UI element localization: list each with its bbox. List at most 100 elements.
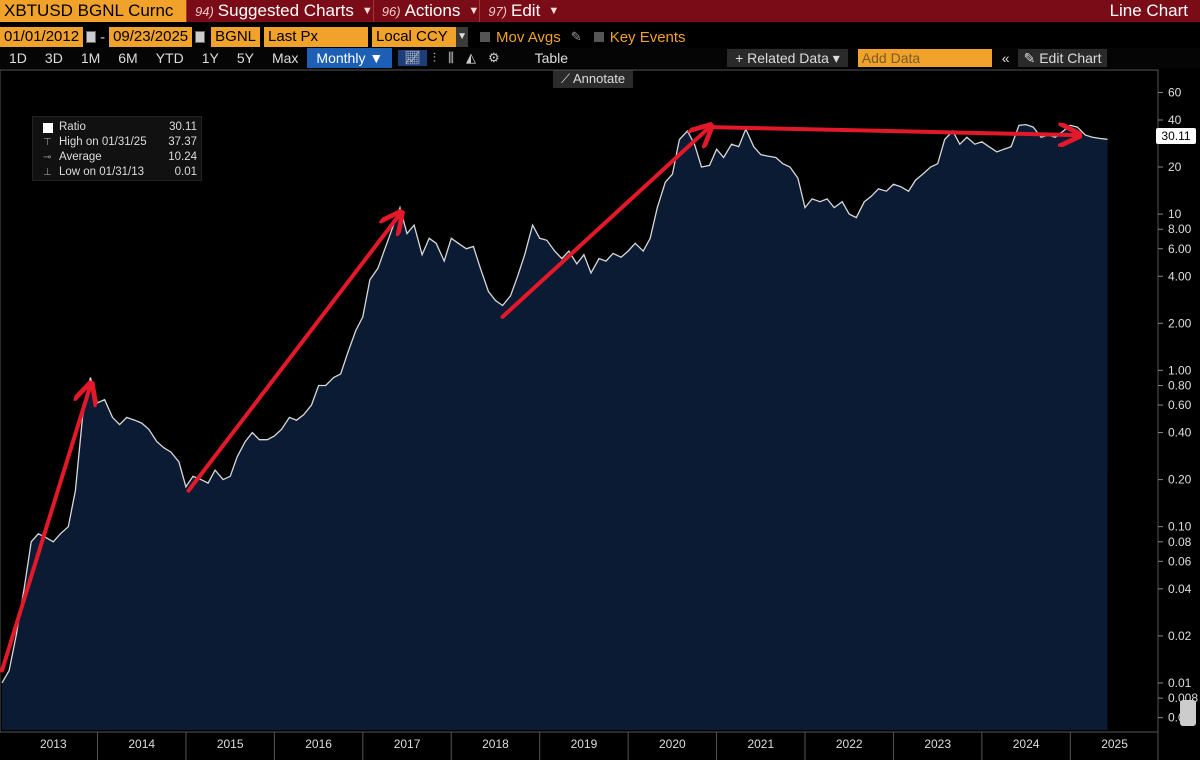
table-button[interactable]: Table: [534, 50, 569, 66]
x-tick-label: 2019: [571, 737, 598, 751]
scroll-handle[interactable]: [1180, 700, 1196, 726]
x-tick-label: 2024: [1013, 737, 1040, 751]
collapse-icon[interactable]: «: [1001, 50, 1010, 66]
edit-menu[interactable]: 97) Edit ▼: [479, 0, 559, 22]
menu-label: Suggested Charts: [217, 1, 354, 20]
y-tick-label: 10: [1168, 207, 1182, 221]
legend-label: Ratio: [59, 121, 86, 133]
menu-number: 97): [488, 3, 508, 19]
period-1d[interactable]: 1D: [9, 50, 27, 66]
caret-down-icon: ▼: [548, 5, 560, 17]
line-chart-icon[interactable]: 📈︎: [398, 50, 427, 66]
y-tick-label: 0.01: [1168, 676, 1192, 690]
x-tick-label: 2016: [305, 737, 332, 751]
y-tick-label: 0.80: [1168, 379, 1192, 393]
start-date-field[interactable]: 01/01/2012: [0, 27, 84, 47]
y-tick-label: 0.02: [1168, 629, 1192, 643]
related-data-label: Related Data: [747, 50, 829, 66]
source-field[interactable]: BGNL: [211, 27, 261, 47]
menu-number: 94): [195, 3, 214, 19]
add-data-input[interactable]: Add Data: [857, 49, 992, 67]
calendar-icon[interactable]: [195, 31, 206, 43]
legend-value: 30.11: [169, 121, 197, 133]
date-separator: -: [100, 28, 106, 46]
annotate-button[interactable]: ⟋ Annotate: [553, 70, 633, 88]
legend-row-ratio: Ratio 30.11: [37, 120, 197, 135]
frequency-dropdown[interactable]: Monthly ▼: [307, 48, 393, 68]
currency-field[interactable]: Local CCY: [372, 27, 457, 47]
legend-row-low: ⊥ Low on 01/31/13 0.01: [37, 165, 197, 180]
period-bar: 1D 3D 1M 6M YTD 1Y 5Y Max Monthly ▼ 📈︎ ⫶…: [0, 48, 1200, 68]
mov-avgs-checkbox[interactable]: [480, 32, 491, 42]
x-tick-label: 2020: [659, 737, 686, 751]
end-date-field[interactable]: 09/23/2025: [109, 27, 193, 47]
mov-avgs-label: Mov Avgs: [496, 28, 561, 46]
period-1m[interactable]: 1M: [80, 50, 101, 66]
trend-arrow: [0, 386, 90, 673]
period-3d[interactable]: 3D: [44, 50, 63, 66]
key-events-label: Key Events: [609, 28, 686, 46]
x-tick-label: 2018: [482, 737, 509, 751]
caret-down-icon: ▼: [468, 5, 480, 17]
candlestick-icon[interactable]: ⫶: [432, 50, 436, 65]
ticker-field[interactable]: XBTUSD BGNL Curnc: [0, 0, 186, 22]
y-tick-label: 60: [1168, 85, 1182, 99]
y-tick-label: 40: [1168, 113, 1182, 127]
actions-menu[interactable]: 96) Actions ▼: [372, 0, 480, 22]
x-tick-label: 2021: [747, 737, 774, 751]
y-tick-label: 2.00: [1168, 316, 1192, 330]
ratio-swatch-icon: [43, 123, 53, 133]
y-tick-label: 0.20: [1168, 473, 1192, 487]
calendar-icon[interactable]: [86, 31, 97, 43]
chart-area: [1, 123, 1108, 731]
y-tick-label: 0.08: [1168, 535, 1192, 549]
related-data-button[interactable]: + Related Data ▾: [727, 49, 848, 67]
legend-value: 0.01: [174, 166, 197, 178]
y-tick-label: 0.06: [1168, 554, 1192, 568]
edit-chart-label: Edit Chart: [1039, 50, 1102, 66]
menu-label: Edit: [511, 1, 541, 20]
trend-arrow: [707, 127, 1078, 135]
x-tick-label: 2023: [924, 737, 951, 751]
legend-value: 10.24: [168, 151, 197, 163]
legend-label: Low on 01/31/13: [59, 166, 145, 178]
y-axis: 60 40 20 108.00 6.00 4.00 2.00 1.00 0.80 0.60 0.40…: [1158, 85, 1198, 725]
y-tick-label: 0.60: [1168, 398, 1192, 412]
bar-chart-icon[interactable]: ⫼: [447, 50, 454, 65]
x-axis: 2013 2014 2015 2016 2017 2018 2019 2020 2021 2022…: [0, 731, 1158, 760]
series-line: [1, 123, 1108, 684]
key-events-checkbox[interactable]: [593, 32, 604, 42]
menu-label: Actions: [404, 1, 461, 20]
x-tick-label: 2014: [128, 737, 155, 751]
y-tick-label: 1.00: [1168, 363, 1192, 377]
mountain-chart-icon[interactable]: ◭: [465, 50, 476, 65]
legend-value: 37.37: [168, 136, 197, 148]
chart-mode-title: Line Chart: [1109, 1, 1188, 20]
legend-row-high: ⊤ High on 01/31/25 37.37: [37, 135, 197, 150]
edit-chart-button[interactable]: ✎ Edit Chart: [1017, 49, 1108, 67]
chart-annotations: [0, 127, 1078, 673]
period-5y[interactable]: 5Y: [236, 50, 254, 66]
y-tick-label: 20: [1168, 160, 1182, 174]
title-bar: XBTUSD BGNL Curnc 94) Suggested Charts ▼…: [0, 0, 1200, 22]
high-marker-icon: ⊤: [43, 137, 52, 148]
y-tick-label: 4.00: [1168, 269, 1192, 283]
y-tick-label: 6.00: [1168, 242, 1192, 256]
pencil-icon[interactable]: ✎: [570, 29, 582, 44]
period-1y[interactable]: 1Y: [201, 50, 219, 66]
y-tick-label: 0.04: [1168, 582, 1192, 596]
chart-legend: Ratio 30.11 ⊤ High on 01/31/25 37.37 ⊸ Ave…: [32, 116, 202, 181]
period-max[interactable]: Max: [271, 50, 299, 66]
period-6m[interactable]: 6M: [118, 50, 138, 66]
price-field[interactable]: Last Px: [264, 27, 369, 47]
currency-dropdown-icon[interactable]: ▼: [456, 27, 469, 47]
last-value-badge: 30.11: [1156, 128, 1196, 144]
legend-label: High on 01/31/25: [59, 136, 147, 148]
low-marker-icon: ⊥: [43, 167, 52, 178]
x-tick-label: 2015: [217, 737, 244, 751]
period-ytd[interactable]: YTD: [155, 50, 184, 66]
settings-icon[interactable]: ⚙: [487, 50, 500, 65]
suggested-charts-menu[interactable]: 94) Suggested Charts ▼: [186, 0, 373, 22]
